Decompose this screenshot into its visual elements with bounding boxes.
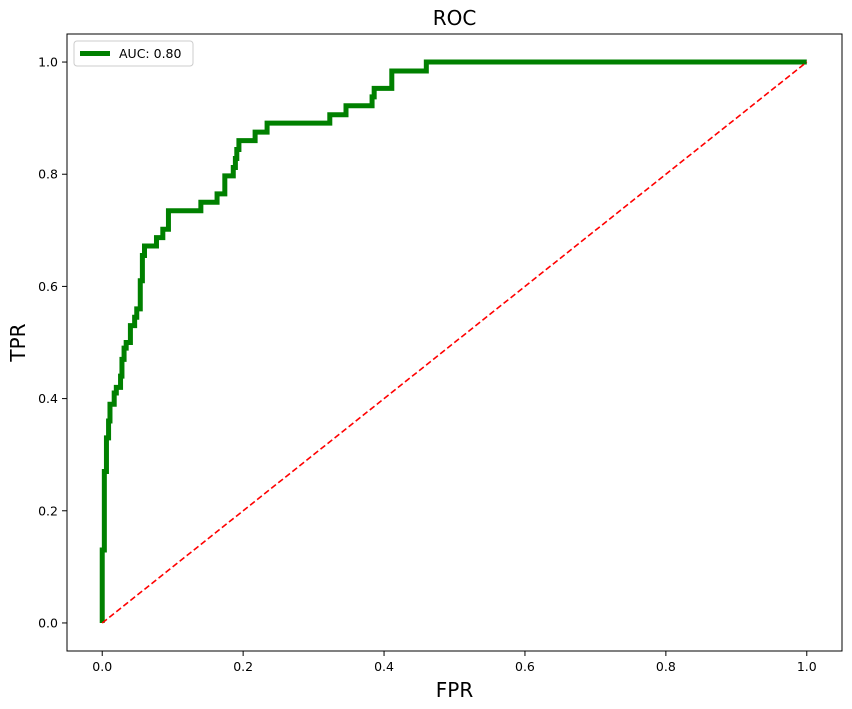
- x-axis-label: FPR: [436, 678, 474, 702]
- legend: AUC: 0.80: [73, 40, 194, 67]
- x-tick-label: 0.4: [374, 659, 394, 674]
- x-tick-label: 1.0: [797, 659, 817, 674]
- y-tick-label: 0.0: [38, 615, 58, 630]
- y-tick-label: 1.0: [38, 55, 58, 70]
- legend-box: [73, 40, 194, 67]
- y-tick-label: 0.8: [38, 167, 58, 182]
- axes: 0.0 0.2 0.4 0.6 0.8 1.0 0.0 0.2 0.4 0.6 0.8 1.0: [38, 33, 843, 674]
- legend-label-roc: AUC: 0.80: [119, 46, 181, 61]
- y-tick-label: 0.6: [38, 279, 58, 294]
- plot-frame: [66, 33, 843, 652]
- x-tick-label: 0.6: [515, 659, 535, 674]
- y-tick-label: 0.4: [38, 391, 58, 406]
- x-tick-label: 0.2: [233, 659, 253, 674]
- x-tick-label: 0.8: [656, 659, 676, 674]
- roc-curve-line: [99, 59, 807, 623]
- chance-diagonal-line: [101, 61, 808, 624]
- y-tick-label: 0.2: [38, 503, 58, 518]
- y-axis-label: TPR: [6, 323, 30, 362]
- chart-title: ROC: [433, 6, 477, 30]
- x-tick-label: 0.0: [92, 659, 112, 674]
- plot-area: [99, 59, 808, 624]
